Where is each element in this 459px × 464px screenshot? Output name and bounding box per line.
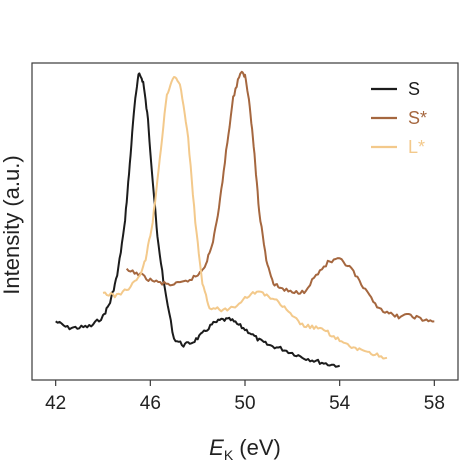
x-axis-title-subscript: K [224, 447, 234, 463]
x-axis-title-main: E [209, 435, 224, 460]
series-line-s [55, 72, 341, 368]
x-axis-title: EK (eV) [209, 435, 281, 463]
x-tick-label: 58 [424, 393, 445, 414]
x-tick-label: 50 [234, 393, 255, 414]
x-axis-title-unit: (eV) [233, 435, 281, 460]
series-layer [55, 70, 435, 368]
y-axis-title: Intensity (a.u.) [0, 155, 24, 294]
plot-frame [31, 62, 459, 381]
legend-label-s: S [408, 79, 420, 99]
legend-label-s-star: S* [408, 108, 427, 128]
x-tick-label: 46 [140, 393, 161, 414]
x-axis-ticks: 42 46 50 54 58 [45, 380, 445, 414]
legend-label-l-star: L* [408, 137, 425, 157]
legend: S S* L* [371, 79, 427, 157]
x-tick-label: 42 [45, 393, 66, 414]
series-line-s-star [125, 70, 435, 323]
series-line-l-star [102, 76, 388, 360]
x-tick-label: 54 [329, 393, 351, 414]
